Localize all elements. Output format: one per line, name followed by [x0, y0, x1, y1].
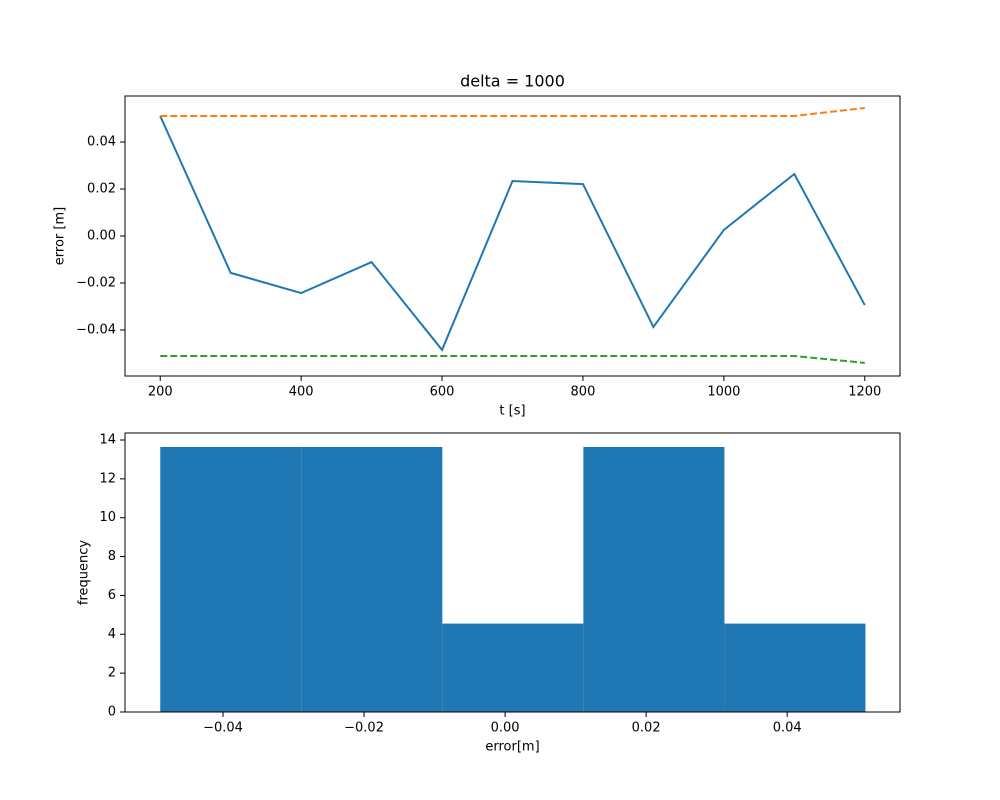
y-tick-label: 14	[99, 432, 116, 447]
hist-bar	[301, 446, 443, 712]
y-tick-label: −0.04	[76, 322, 116, 337]
x-tick-label: 1200	[848, 385, 881, 400]
y-tick-label: 0.02	[87, 182, 116, 197]
x-tick-label: 1000	[707, 385, 740, 400]
line-series	[160, 106, 865, 117]
hist-bar	[442, 623, 584, 712]
y-tick-label: 4	[108, 627, 116, 642]
x-tick-label: −0.04	[203, 721, 243, 736]
x-tick-label: 0.02	[632, 721, 661, 736]
x-tick-label: 600	[430, 385, 455, 400]
x-tick-label: −0.02	[344, 721, 384, 736]
line-series	[160, 355, 865, 364]
chart-title: delta = 1000	[460, 72, 565, 91]
x-tick-label: 800	[571, 385, 596, 400]
x-tick-label: 400	[289, 385, 314, 400]
x-tick-label: 0.04	[773, 721, 802, 736]
x-tick-label: 0.00	[491, 721, 520, 736]
axes-frame	[124, 95, 901, 377]
y-tick-label: −0.02	[76, 275, 116, 290]
y-axis-label: frequency	[77, 540, 92, 606]
line-series	[159, 115, 866, 352]
x-axis-label: t [s]	[499, 404, 525, 419]
y-axis-label: error [m]	[53, 207, 68, 265]
y-tick-label: 8	[108, 549, 116, 564]
axes-frame	[124, 432, 901, 713]
hist-bar	[583, 446, 725, 712]
y-tick-label: 2	[108, 666, 116, 681]
y-tick-label: 10	[99, 510, 116, 525]
hist-bar	[724, 623, 866, 712]
hist-bar	[160, 446, 302, 712]
y-tick-label: 0.04	[87, 135, 116, 150]
y-tick-label: 0.00	[87, 229, 116, 244]
x-axis-label: error[m]	[485, 740, 539, 755]
y-tick-label: 6	[108, 588, 116, 603]
y-tick-label: 12	[99, 471, 116, 486]
y-tick-label: 0	[108, 705, 116, 720]
x-tick-label: 200	[148, 385, 173, 400]
